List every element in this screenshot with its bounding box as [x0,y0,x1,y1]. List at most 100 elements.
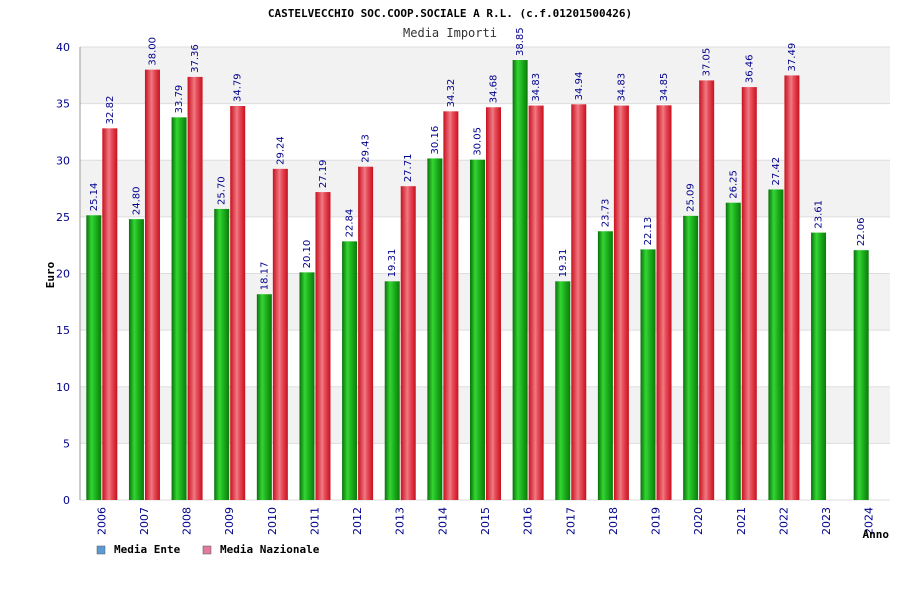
x-tick-label: 2017 [564,507,577,535]
data-label-media-nazionale: 37.49 [787,43,798,72]
data-label-media-nazionale: 34.85 [659,73,670,102]
bar-media-ente [427,158,443,501]
chart-subtitle: Media Importi [403,26,497,40]
data-label-media-ente: 33.79 [174,85,185,114]
bar-media-ente [384,281,400,500]
y-axis-label: Euro [44,261,57,288]
data-label-media-ente: 25.14 [89,183,100,212]
data-label-media-ente: 38.85 [515,27,526,56]
data-label-media-ente: 24.80 [131,186,142,215]
data-label-media-nazionale: 34.68 [489,75,500,104]
x-tick-label: 2020 [692,507,705,535]
data-label-media-nazionale: 37.36 [190,44,201,73]
y-tick-label: 20 [56,268,70,281]
y-tick-label: 30 [56,154,70,167]
data-label-media-nazionale: 38.00 [147,37,158,66]
data-label-media-ente: 22.13 [643,217,654,246]
y-tick-label: 10 [56,381,70,394]
data-label-media-nazionale: 32.82 [105,96,116,125]
bar-media-ente [342,241,358,500]
bar-media-ente [725,202,741,500]
bar-media-nazionale [741,87,757,500]
bar-media-nazionale [144,69,160,501]
bar-media-ente [86,215,102,501]
data-label-media-nazionale: 29.43 [361,134,372,163]
y-tick-label: 5 [63,437,70,450]
legend-swatch-media-nazionale [202,545,212,555]
bar-media-ente [640,249,656,500]
x-tick-label: 2007 [138,507,151,535]
bar-media-ente [128,219,144,500]
bar-media-nazionale [699,80,715,500]
x-tick-label: 2016 [522,507,535,535]
x-tick-label: 2018 [607,507,620,535]
bar-media-ente [171,117,187,500]
bar-media-nazionale [187,76,203,500]
bar-media-nazionale [443,111,459,501]
data-label-media-nazionale: 37.05 [702,48,713,77]
bar-media-nazionale [358,166,374,500]
bar-media-nazionale [230,106,246,501]
x-tick-label: 2024 [863,507,876,535]
legend-swatch-media-ente [96,545,106,555]
x-tick-label: 2019 [650,507,663,535]
data-label-media-nazionale: 34.94 [574,72,585,101]
data-label-media-nazionale: 27.19 [318,159,329,188]
x-tick-label: 2012 [351,507,364,535]
x-tick-label: 2013 [394,507,407,535]
y-axis-ticks: 0 5 10 15 20 25 30 35 40 [56,41,70,507]
data-label-media-ente: 26.25 [728,170,739,199]
x-tick-label: 2022 [777,507,790,535]
data-label-media-ente: 19.31 [387,249,398,278]
data-label-media-ente: 22.84 [345,209,356,238]
data-label-media-nazionale: 29.24 [275,136,286,165]
data-labels-group: 25.14 32.82 24.80 38.00 33.79 37.36 25.70 34.79… [89,27,867,290]
legend: Media Ente Media Nazionale [96,543,320,556]
bar-media-nazionale [571,104,587,500]
data-label-media-ente: 30.05 [473,127,484,156]
legend-label-media-nazionale: Media Nazionale [220,543,320,556]
x-tick-label: 2006 [95,507,108,535]
bar-media-nazionale [400,186,416,500]
data-label-media-ente: 22.06 [856,218,867,247]
legend-label-media-ente: Media Ente [114,543,181,556]
y-tick-label: 15 [56,324,70,337]
bar-media-ente [683,215,699,500]
bar-media-ente [555,281,571,500]
data-label-media-ente: 20.10 [302,240,313,269]
bar-media-ente [512,60,528,501]
x-tick-label: 2023 [820,507,833,535]
y-tick-label: 40 [56,41,70,54]
data-label-media-nazionale: 36.46 [744,54,755,83]
bar-media-nazionale [315,192,331,501]
data-label-media-nazionale: 34.32 [446,79,457,108]
x-tick-label: 2014 [436,507,449,535]
bar-media-ente [256,294,272,500]
x-axis-label: Anno [863,528,890,541]
data-label-media-ente: 18.17 [259,262,270,291]
y-tick-label: 35 [56,98,70,111]
bar-media-ente [853,250,869,500]
y-tick-label: 25 [56,211,70,224]
bar-media-nazionale [613,105,629,501]
x-tick-label: 2009 [223,507,236,535]
data-label-media-nazionale: 27.71 [403,154,414,183]
x-tick-label: 2011 [308,507,321,535]
x-tick-label: 2008 [181,507,194,535]
bar-media-ente [597,231,613,500]
bar-media-nazionale [102,128,118,500]
bar-media-ente [299,272,315,500]
bar-media-nazionale [528,105,544,501]
data-label-media-ente: 19.31 [558,249,569,278]
data-label-media-ente: 30.16 [430,126,441,155]
bar-media-nazionale [784,75,800,500]
bar-media-nazionale [486,107,501,501]
data-label-media-nazionale: 34.83 [616,73,627,102]
data-label-media-ente: 23.61 [814,200,825,229]
x-tick-label: 2010 [266,507,279,535]
bar-media-nazionale [656,105,672,500]
y-tick-label: 0 [63,494,70,507]
bar-media-ente [768,189,784,500]
data-label-media-ente: 25.70 [217,176,228,205]
